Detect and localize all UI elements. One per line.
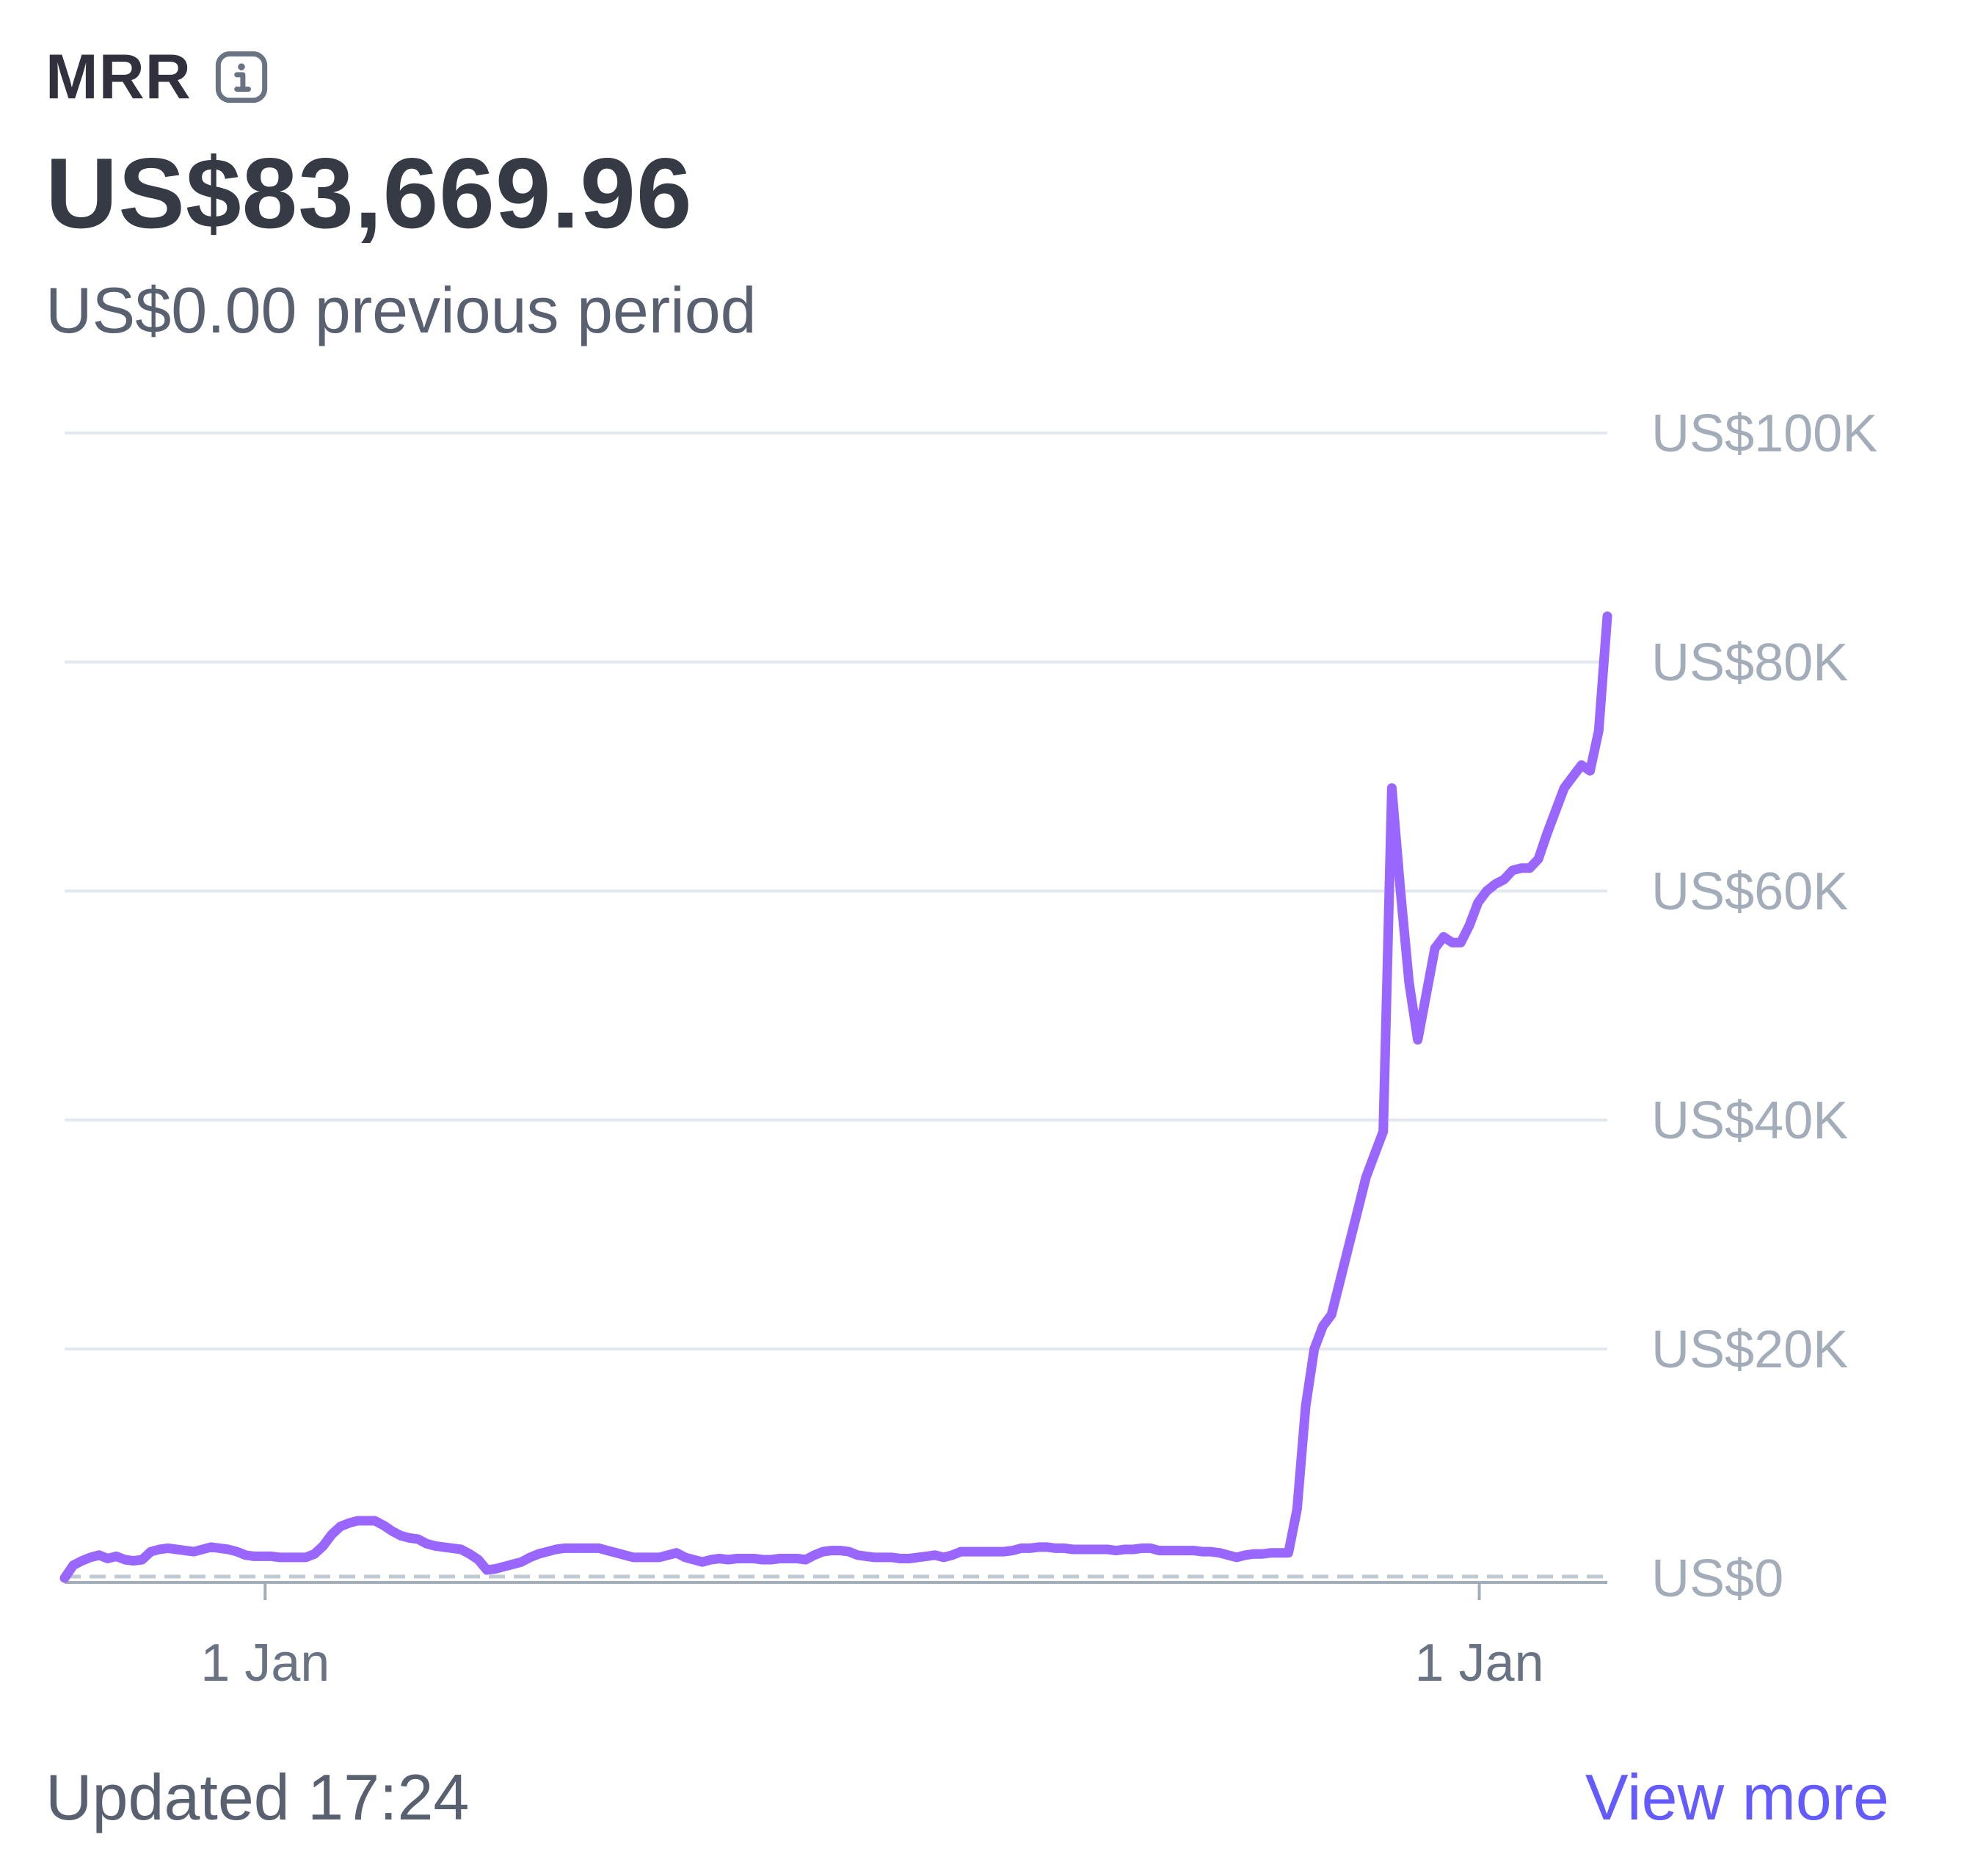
x-tick-label: 1 Jan (200, 1634, 330, 1693)
updated-timestamp: Updated 17:24 (46, 1761, 470, 1833)
info-icon[interactable] (214, 49, 269, 105)
y-tick-label: US$20K (1651, 1320, 1848, 1379)
mrr-amount: US$83,669.96 (46, 137, 693, 249)
mrr-line-chart: 1 Jan 1 Jan US$0US$20KUS$40KUS$60KUS$80KU… (59, 404, 1877, 1693)
view-more-link[interactable]: View more (1585, 1761, 1889, 1833)
y-tick-label: US$60K (1651, 862, 1848, 921)
y-tick-label: US$0 (1651, 1549, 1783, 1608)
y-tick-label: US$40K (1651, 1091, 1848, 1150)
y-tick-labels: US$0 US$20K US$40K US$60K US$80K US$100K (1651, 404, 1877, 1608)
title-row: MRR (46, 37, 269, 117)
y-tick-label: US$80K (1651, 633, 1848, 692)
previous-period: US$0.00 previous period (46, 274, 757, 346)
x-tick-label: 1 Jan (1414, 1634, 1543, 1693)
mrr-series-line (59, 611, 1612, 1583)
gridlines (65, 432, 1607, 1350)
y-tick-label: US$100K (1651, 404, 1877, 463)
x-ticks: 1 Jan 1 Jan (200, 1582, 1544, 1693)
card-title: MRR (46, 41, 192, 112)
